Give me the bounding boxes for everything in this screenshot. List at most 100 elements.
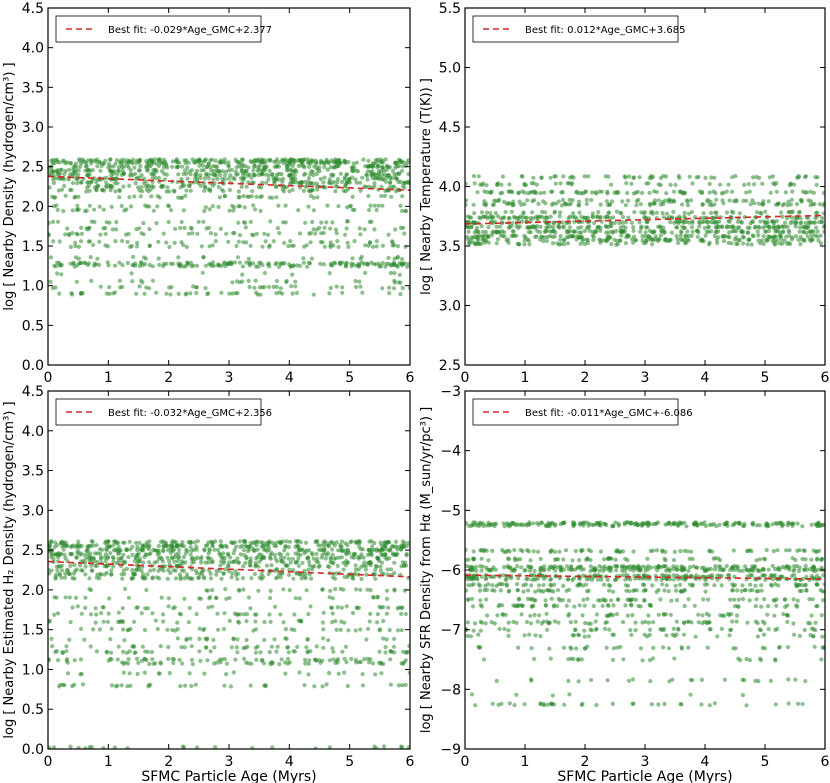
data-point — [782, 238, 787, 243]
data-point — [736, 520, 741, 525]
data-point — [217, 160, 222, 165]
data-point — [74, 231, 79, 236]
data-point — [229, 261, 234, 267]
data-point — [63, 595, 68, 600]
data-point — [201, 255, 206, 260]
data-point — [561, 583, 566, 589]
data-point — [62, 575, 68, 580]
data-point — [528, 215, 533, 221]
data-point — [165, 627, 170, 632]
data-point — [773, 202, 779, 207]
data-point — [696, 174, 701, 180]
data-point — [188, 225, 194, 230]
data-point — [101, 746, 106, 749]
data-point — [406, 171, 410, 177]
data-point — [76, 168, 81, 173]
data-point — [342, 670, 347, 675]
data-point — [570, 234, 575, 239]
data-point — [126, 555, 131, 560]
data-point — [147, 243, 152, 248]
data-point — [314, 171, 319, 177]
data-point — [470, 568, 476, 573]
data-point — [104, 547, 110, 553]
data-point — [226, 160, 231, 165]
data-point — [102, 176, 107, 181]
data-point — [760, 201, 765, 206]
data-point — [65, 671, 71, 676]
data-point — [249, 576, 254, 581]
data-point — [88, 588, 94, 593]
data-point — [330, 646, 335, 651]
data-point — [204, 164, 209, 170]
data-point — [591, 237, 596, 243]
data-point — [237, 539, 242, 544]
data-point — [726, 240, 731, 245]
data-point — [544, 215, 549, 220]
data-point — [249, 175, 254, 180]
data-point — [784, 241, 790, 246]
data-point — [235, 556, 240, 561]
data-point — [327, 180, 332, 186]
data-point — [705, 199, 710, 204]
data-point — [230, 571, 235, 576]
data-point — [724, 210, 730, 215]
data-point — [587, 576, 592, 582]
data-point — [183, 168, 188, 173]
data-point — [246, 595, 251, 600]
data-point — [631, 175, 636, 180]
data-point — [329, 263, 334, 268]
data-point — [286, 556, 291, 561]
data-point — [403, 611, 408, 617]
data-point — [358, 659, 363, 665]
data-point — [726, 219, 731, 224]
data-point — [553, 557, 558, 562]
data-point — [321, 645, 326, 650]
data-point — [561, 225, 566, 230]
data-point — [775, 238, 780, 243]
data-point — [270, 745, 275, 749]
data-point — [558, 210, 563, 215]
data-point — [356, 605, 361, 611]
data-point — [402, 588, 407, 593]
data-point — [822, 229, 825, 234]
data-point — [184, 291, 189, 296]
data-point — [482, 240, 487, 245]
data-point — [388, 176, 393, 181]
data-point — [268, 588, 273, 594]
data-point — [174, 576, 179, 581]
data-point — [322, 539, 327, 544]
data-point — [787, 548, 792, 553]
data-point — [154, 221, 159, 226]
data-point — [396, 171, 401, 176]
data-point — [166, 604, 171, 609]
data-point — [256, 564, 261, 569]
data-point — [190, 662, 195, 667]
data-point — [709, 175, 714, 180]
data-point — [653, 521, 658, 526]
data-point — [762, 573, 768, 578]
data-point — [120, 576, 125, 581]
data-point — [93, 551, 98, 556]
data-point — [63, 571, 68, 576]
data-point — [370, 661, 376, 666]
x-tick-label: 4 — [285, 370, 294, 386]
data-point — [320, 620, 325, 625]
data-point — [349, 264, 354, 269]
data-point — [328, 244, 333, 250]
data-point — [331, 657, 336, 662]
data-point — [210, 604, 215, 609]
data-point — [797, 565, 802, 570]
data-point — [477, 215, 482, 220]
data-point — [76, 194, 81, 199]
legend-label: Best fit: 0.012*Age_GMC+3.685 — [525, 25, 685, 36]
data-point — [303, 179, 308, 185]
data-point — [157, 175, 162, 181]
data-point — [249, 661, 254, 666]
data-point — [60, 650, 65, 655]
data-point — [253, 650, 258, 655]
data-point — [714, 524, 719, 529]
data-point — [789, 237, 795, 242]
data-point — [407, 644, 410, 649]
data-point — [135, 567, 140, 572]
data-point — [79, 180, 84, 185]
